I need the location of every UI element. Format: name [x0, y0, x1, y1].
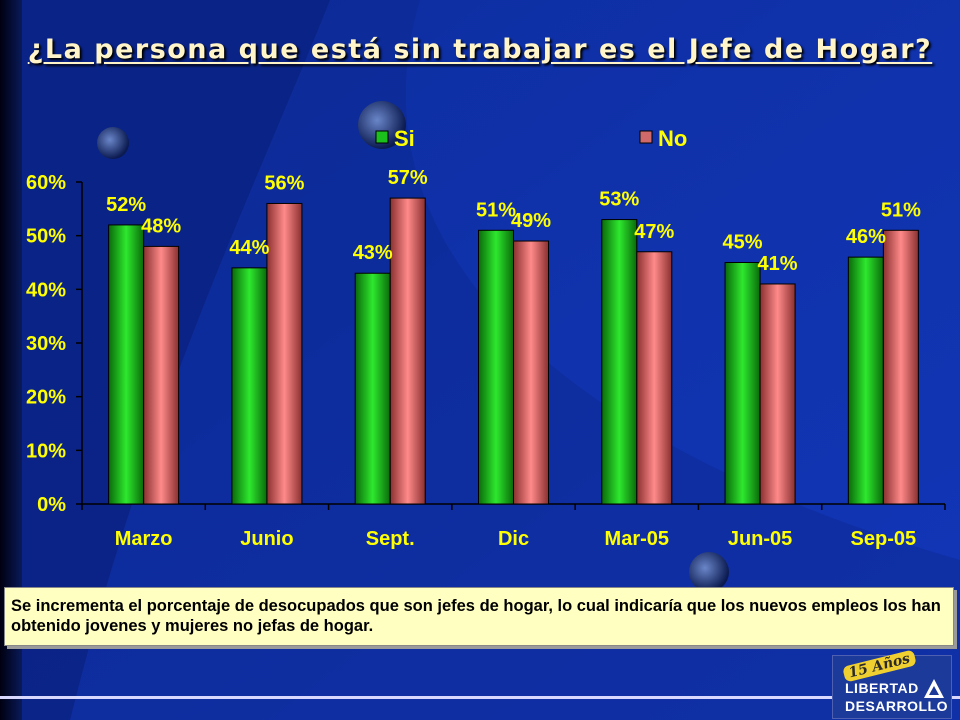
- data-label: 57%: [388, 167, 428, 189]
- data-label: 44%: [229, 237, 269, 259]
- y-tick-label: 10%: [26, 440, 66, 462]
- data-label: 48%: [141, 215, 181, 237]
- x-tick-label: Dic: [498, 528, 529, 550]
- x-tick-label: Jun-05: [728, 528, 792, 550]
- data-label: 49%: [511, 210, 551, 232]
- y-tick-label: 20%: [26, 387, 66, 409]
- data-label: 52%: [106, 194, 146, 216]
- note-box: Se incrementa el porcentaje de desocupad…: [4, 587, 954, 646]
- bar-no-6: [882, 229, 919, 505]
- legend-swatch-si: [375, 130, 389, 144]
- x-tick-label: Sep-05: [851, 528, 917, 550]
- logo-badge: 15 Años: [842, 649, 917, 683]
- bar-si-1: [231, 267, 268, 505]
- data-label: 41%: [758, 253, 798, 275]
- data-label: 51%: [881, 199, 921, 221]
- decorative-orb: [689, 552, 729, 592]
- decorative-orb: [97, 127, 129, 159]
- bar-si-5: [724, 262, 761, 505]
- footer-divider: [0, 696, 960, 699]
- data-label: 46%: [846, 226, 886, 248]
- bar-si-0: [108, 224, 145, 505]
- data-label: 43%: [353, 242, 393, 264]
- x-tick-label: Marzo: [115, 528, 173, 550]
- x-tick-label: Junio: [240, 528, 293, 550]
- note-text: Se incrementa el porcentaje de desocupad…: [11, 597, 941, 635]
- data-label: 53%: [599, 189, 639, 211]
- bar-si-6: [847, 256, 884, 505]
- y-tick-label: 50%: [26, 226, 66, 248]
- bar-si-2: [354, 272, 391, 505]
- libertad-desarrollo-logo: 15 Años LIBERTAD DESARROLLO: [832, 649, 952, 719]
- data-label: 56%: [264, 172, 304, 194]
- decorative-orb: [358, 101, 406, 149]
- page-title: ¿La persona que está sin trabajar es el …: [27, 34, 933, 65]
- bar-no-2: [389, 197, 426, 505]
- y-tick-label: 60%: [26, 172, 66, 194]
- bar-si-4: [601, 219, 638, 505]
- x-tick-label: Sept.: [366, 528, 415, 550]
- bar-no-4: [636, 251, 673, 505]
- bar-no-0: [143, 245, 180, 505]
- bar-no-5: [759, 283, 796, 505]
- data-label: 45%: [723, 232, 763, 254]
- legend-label-si: Si: [394, 126, 415, 151]
- legend-label-no: No: [658, 126, 687, 151]
- bar-si-3: [478, 229, 514, 505]
- legend: Si No: [375, 126, 687, 151]
- bar-no-1: [266, 202, 303, 505]
- legend-swatch-no: [639, 130, 653, 144]
- logo-text-line2: DESARROLLO: [845, 698, 948, 714]
- data-label: 47%: [634, 221, 674, 243]
- y-tick-label: 40%: [26, 279, 66, 301]
- y-tick-label: 30%: [26, 333, 66, 355]
- x-tick-label: Mar-05: [605, 528, 669, 550]
- logo-text-line1: LIBERTAD: [845, 680, 919, 696]
- bar-no-3: [513, 240, 549, 505]
- y-tick-label: 0%: [37, 494, 66, 516]
- data-label: 51%: [476, 199, 516, 221]
- logo-mark-icon: [924, 679, 944, 698]
